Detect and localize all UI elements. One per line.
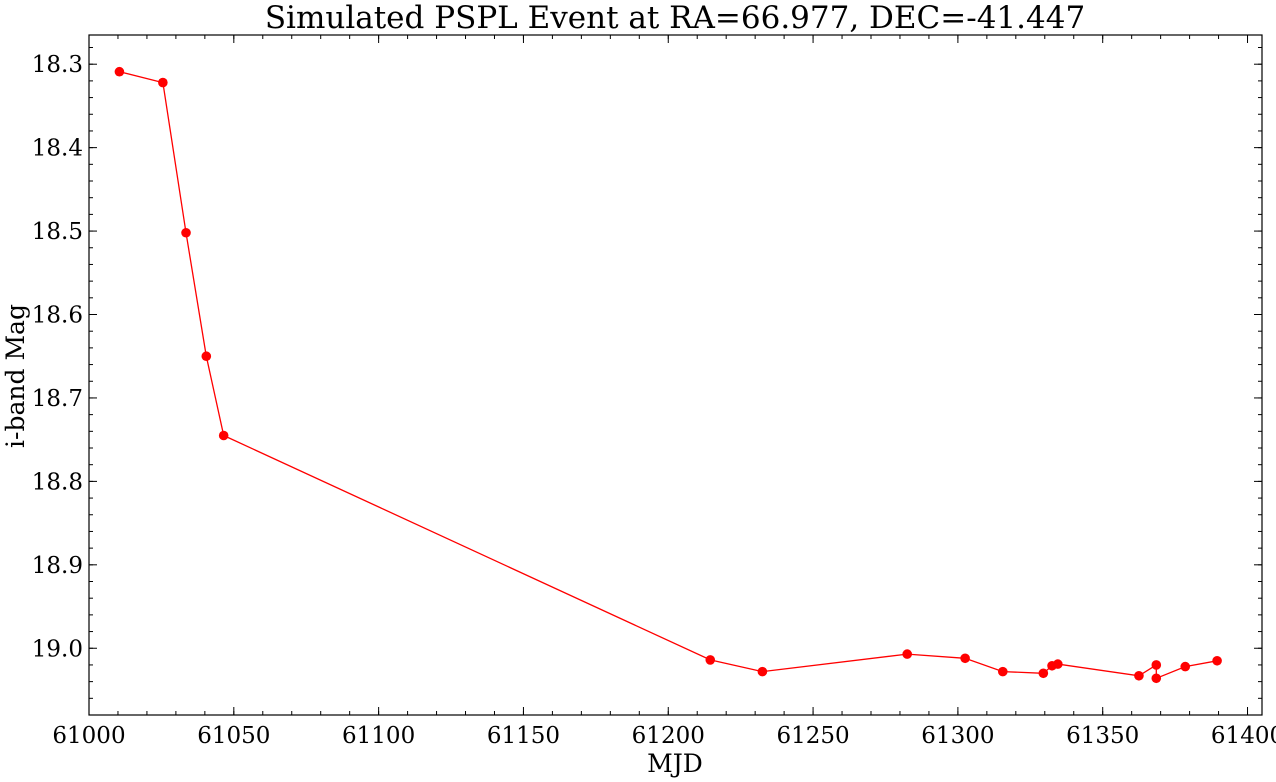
y-tick-label: 18.9 — [32, 553, 83, 579]
y-tick-label: 19.0 — [32, 636, 83, 662]
data-point — [1053, 659, 1063, 669]
x-tick-label: 61200 — [632, 723, 705, 749]
y-tick-label: 18.4 — [32, 136, 83, 162]
x-tick-label: 61000 — [52, 723, 125, 749]
data-point — [201, 351, 212, 362]
x-tick-label: 61350 — [1066, 723, 1139, 749]
data-point — [1212, 655, 1222, 666]
data-point — [1151, 673, 1162, 684]
x-tick-label: 61400 — [1211, 723, 1276, 749]
data-point — [158, 77, 168, 88]
plot-frame — [88, 34, 1263, 716]
x-tick-label: 61100 — [342, 723, 415, 749]
data-point — [960, 653, 970, 664]
x-tick-label: 61250 — [776, 723, 849, 749]
data-point — [1134, 670, 1144, 681]
y-tick-label: 18.5 — [32, 219, 83, 245]
data-point — [902, 649, 913, 659]
data-point — [705, 655, 716, 665]
y-tick-label: 18.7 — [32, 386, 83, 412]
chart-title: Simulated PSPL Event at RA=66.977, DEC=-… — [265, 0, 1085, 36]
data-point — [1151, 660, 1162, 670]
y-tick-label: 18.6 — [32, 303, 83, 329]
y-axis-label: i-band Mag — [1, 304, 30, 448]
data-point — [1180, 661, 1191, 672]
data-point — [114, 66, 125, 77]
series-line — [119, 71, 1218, 680]
x-tick-label: 61300 — [921, 723, 994, 749]
plot-area: 61000 61050 61100 61150 61200 61250 61300 61350… — [32, 34, 1276, 749]
y-tick-label: 18.8 — [32, 469, 83, 495]
y-tick-label: 18.3 — [32, 52, 83, 78]
data-point — [1038, 668, 1049, 679]
x-tick-label: 61150 — [487, 723, 560, 749]
data-point — [997, 666, 1008, 677]
x-tick-label: 61050 — [197, 723, 270, 749]
data-point — [757, 666, 768, 677]
x-axis-label: MJD — [647, 749, 703, 778]
data-point — [218, 430, 229, 441]
data-point — [181, 227, 191, 238]
